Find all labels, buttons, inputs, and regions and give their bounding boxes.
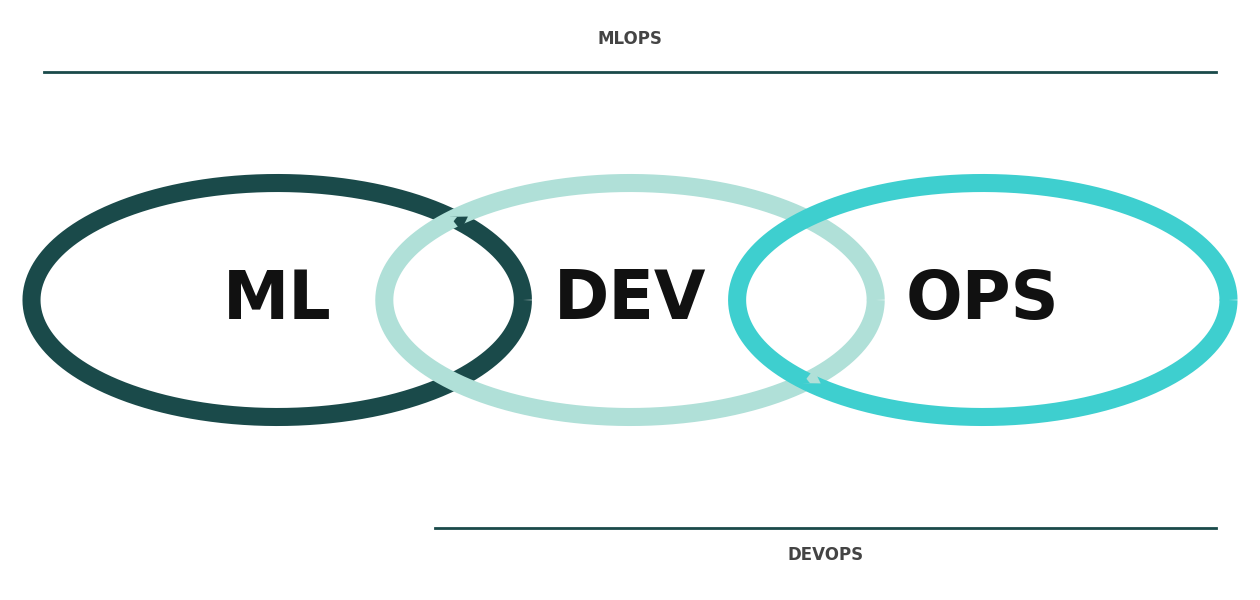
Text: ML: ML — [223, 267, 331, 333]
Text: MLOPS: MLOPS — [597, 30, 663, 48]
Text: DEV: DEV — [553, 267, 707, 333]
Text: OPS: OPS — [906, 267, 1060, 333]
Text: DEVOPS: DEVOPS — [788, 546, 863, 564]
